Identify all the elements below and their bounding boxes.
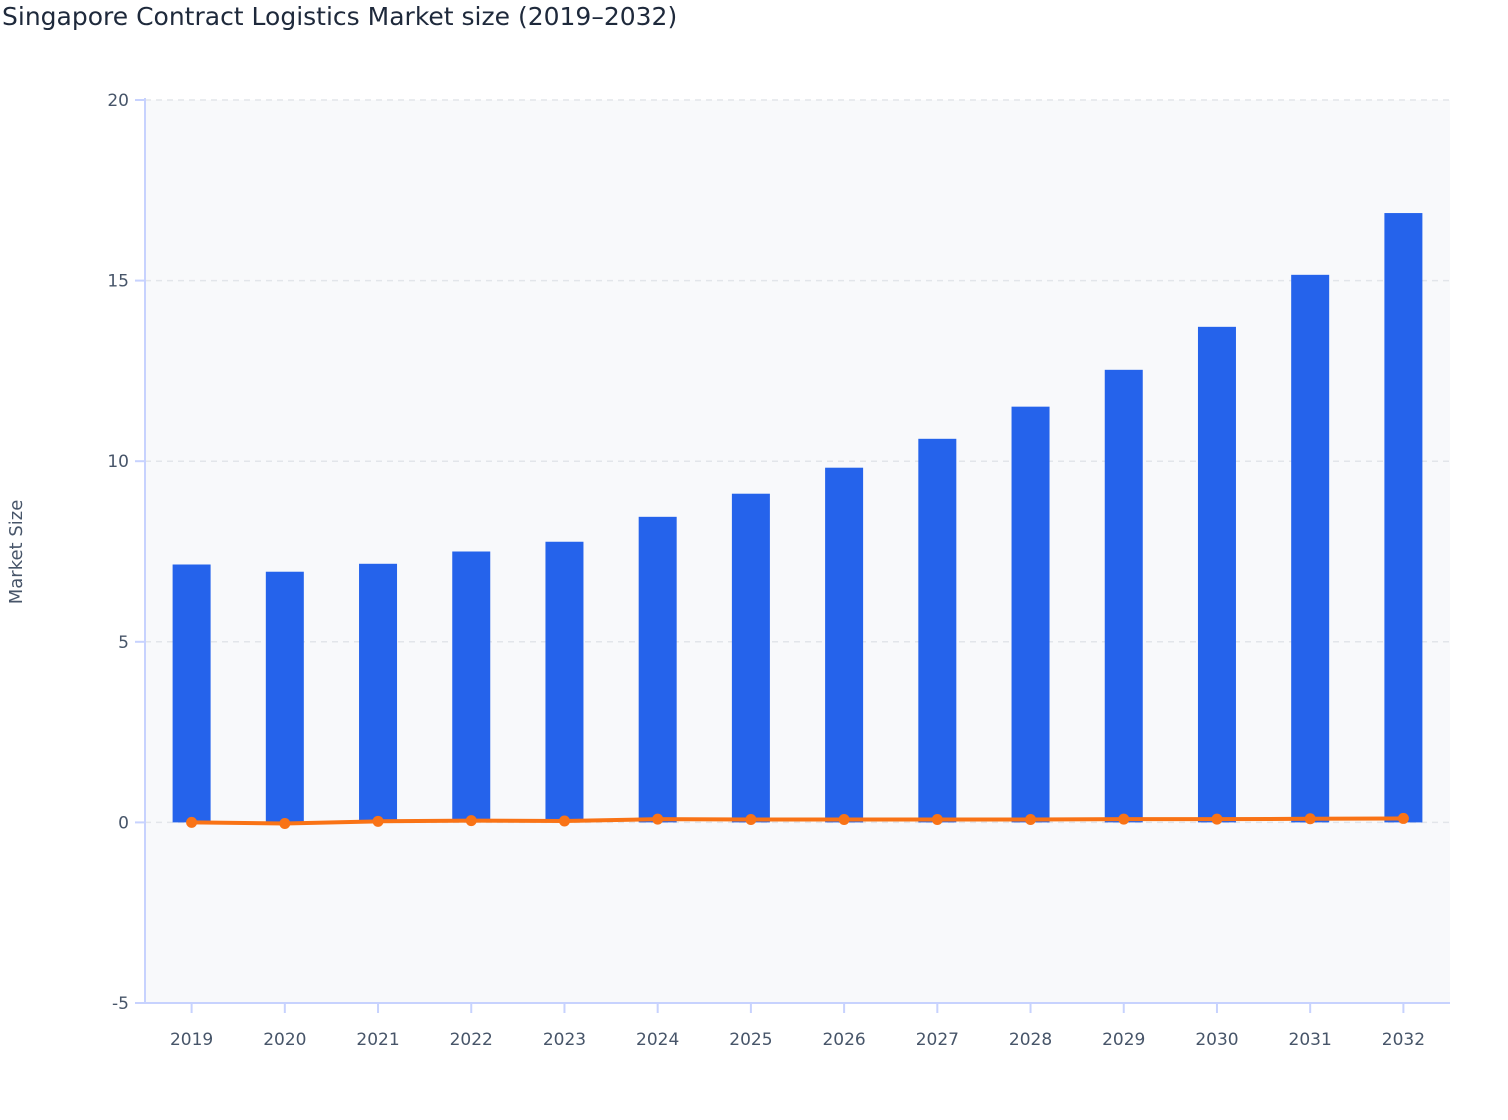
bar-2019 bbox=[172, 564, 211, 823]
bar-2028 bbox=[1011, 406, 1050, 823]
chart-title: Singapore Contract Logistics Market size… bbox=[2, 2, 678, 31]
line-point-2024 bbox=[652, 813, 664, 825]
x-tick-label: 2025 bbox=[729, 1030, 772, 1050]
x-tick-label: 2021 bbox=[356, 1030, 399, 1050]
bar-2026 bbox=[825, 467, 864, 823]
x-tick-label: 2032 bbox=[1382, 1030, 1425, 1050]
y-tick-label: 0 bbox=[118, 813, 129, 833]
plot-background bbox=[145, 100, 1450, 1003]
line-point-2023 bbox=[558, 815, 570, 827]
line-point-2019 bbox=[186, 816, 198, 828]
x-tick-label: 2019 bbox=[170, 1030, 213, 1050]
x-tick-label: 2020 bbox=[263, 1030, 306, 1050]
x-tick-label: 2029 bbox=[1102, 1030, 1145, 1050]
line-point-2030 bbox=[1211, 813, 1223, 825]
line-point-2022 bbox=[465, 815, 477, 827]
line-point-2031 bbox=[1304, 813, 1316, 825]
y-tick-label: 15 bbox=[107, 272, 129, 292]
x-tick-label: 2030 bbox=[1195, 1030, 1238, 1050]
bar-2032 bbox=[1384, 213, 1423, 823]
x-tick-label: 2026 bbox=[822, 1030, 865, 1050]
x-tick-label: 2031 bbox=[1289, 1030, 1332, 1050]
x-tick-label: 2028 bbox=[1009, 1030, 1052, 1050]
line-point-2029 bbox=[1118, 813, 1130, 825]
bar-2025 bbox=[731, 493, 770, 823]
y-tick-label: 5 bbox=[118, 633, 129, 653]
bar-2030 bbox=[1197, 326, 1236, 823]
x-tick-label: 2024 bbox=[636, 1030, 679, 1050]
line-series bbox=[191, 816, 1404, 826]
bar-2023 bbox=[545, 541, 584, 823]
line-point-2025 bbox=[745, 814, 757, 826]
bar-2020 bbox=[265, 571, 304, 823]
y-axis-label: Market Size bbox=[6, 500, 27, 605]
line-point-2027 bbox=[931, 814, 943, 826]
line-point-2026 bbox=[838, 814, 850, 826]
x-tick-label: 2022 bbox=[450, 1030, 493, 1050]
x-tick-label: 2027 bbox=[916, 1030, 959, 1050]
bar-2031 bbox=[1291, 274, 1330, 823]
y-tick-label: 20 bbox=[107, 91, 129, 111]
bar-2021 bbox=[359, 563, 398, 823]
y-tick-label: -5 bbox=[112, 994, 129, 1014]
y-tick-label: 10 bbox=[107, 452, 129, 472]
bar-2027 bbox=[918, 438, 957, 823]
bar-2022 bbox=[452, 551, 491, 823]
bar-2029 bbox=[1104, 369, 1143, 823]
line-point-2032 bbox=[1397, 812, 1409, 824]
x-tick-label: 2023 bbox=[543, 1030, 586, 1050]
line-point-2021 bbox=[372, 815, 384, 827]
bar-2024 bbox=[638, 516, 677, 823]
line-point-2020 bbox=[279, 817, 291, 829]
line-point-2028 bbox=[1025, 814, 1037, 826]
